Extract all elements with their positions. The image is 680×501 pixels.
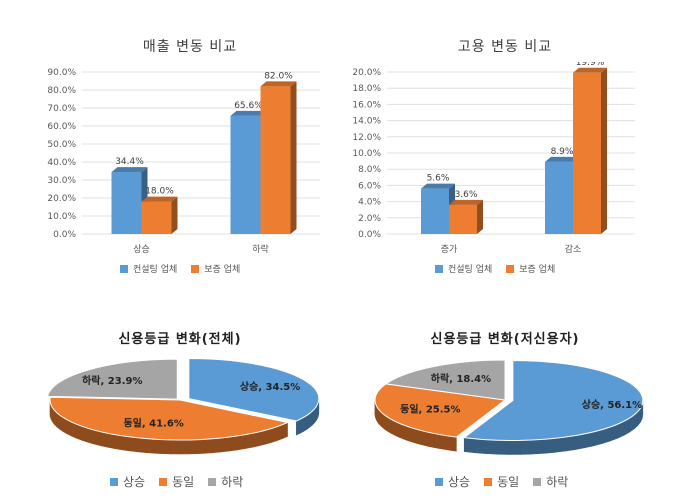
bar-0-1 [141,196,178,234]
x-tick-label: 상승 [133,244,150,255]
legend-swatch [120,264,128,273]
legend-item: 동일 [159,473,194,490]
legend-label: 보증 업체 [519,265,556,275]
legend-swatch [208,477,217,486]
y-tick-label: 50.0% [47,140,76,150]
credit-all-pie-panel: 신용등급 변화(전체) 상승, 34.5% 동일, 41.6% 하락, 23.9% … [20,318,340,498]
legend-label: 보증 업체 [204,265,241,275]
legend-item: 상승 [435,473,470,490]
legend-item: 보증 업체 [191,262,240,275]
legend-item: 동일 [484,473,519,490]
employment-chart-panel: 고용 변동 비교 0.0% 2.0% 4.0% 6.0% 8.0% 10.0% 12.0% 1… [335,30,655,280]
y-tick-label: 0.0% [358,230,381,240]
x-tick-label: 증가 [441,244,458,255]
y-tick-label: 2.0% [358,214,381,224]
legend-label: 하락 [221,475,244,489]
y-tick-label: 40.0% [47,158,76,168]
y-tick-label: 60.0% [47,122,76,132]
pie-slice-1 [374,383,507,438]
legend-label: 상승 [123,475,146,489]
legend-label: 동일 [172,475,195,489]
pie-slice-side [463,401,644,455]
bar-1-1 [260,81,297,235]
y-tick-label: 90.0% [47,68,76,78]
employment-bar-chart: 0.0% 2.0% 4.0% 6.0% 8.0% 10.0% 12.0% 14.0% 16.0%… [352,62,635,255]
bar-data-label: 19.9% [576,62,605,68]
legend-item: 보증 업체 [506,262,555,275]
legend-label: 컨설팅 업체 [133,265,178,275]
y-tick-label: 80.0% [47,86,76,96]
legend-item: 컨설팅 업체 [435,262,492,275]
legend-label: 하락 [546,475,569,489]
pie-data-label: 동일, 25.5% [400,402,460,415]
y-tick-label: 18.0% [352,84,381,94]
y-tick-label: 14.0% [352,117,381,127]
sales-chart-legend: 컨설팅 업체 보증 업체 [120,262,240,275]
pie-slice-1 [49,396,290,441]
bar-data-label: 34.4% [115,157,144,167]
y-tick-label: 10.0% [352,149,381,159]
credit-low-pie-legend: 상승 동일 하락 [435,473,568,490]
legend-swatch [533,477,542,486]
pie-slice-0 [462,359,644,441]
pie-data-label: 하락, 18.4% [431,372,491,385]
sales-chart-panel: 매출 변동 비교 0.0% 10.0% 20.0% 30.0% 40.0% 50.0% 60… [30,30,340,280]
credit-all-pie-chart: 상승, 34.5% 동일, 41.6% 하락, 23.9% [46,358,320,455]
pie-slice-0 [188,358,320,422]
pie-data-label: 하락, 23.9% [82,374,142,387]
credit-low-pie-chart: 상승, 56.1% 동일, 25.5% 하락, 18.4% [374,359,644,455]
pie-data-label: 상승, 34.5% [240,380,300,393]
bar-0-1 [449,199,483,234]
y-tick-label: 16.0% [352,100,381,110]
credit-low-pie-title: 신용등급 변화(저신용자) [430,332,580,347]
y-tick-label: 6.0% [358,181,381,191]
y-tick-label: 8.0% [358,165,381,175]
x-tick-label: 하락 [252,243,269,255]
legend-swatch [191,264,200,273]
y-tick-label: 30.0% [47,176,76,186]
pie-data-label: 동일, 41.6% [123,416,183,429]
bar-data-label: 65.6% [234,101,263,111]
y-tick-label: 4.0% [358,198,381,208]
pie-slice-2 [384,359,506,401]
bar-data-label: 8.9% [551,147,574,157]
bar-data-label: 18.0% [145,187,174,197]
legend-label: 동일 [497,475,520,489]
legend-item: 하락 [208,473,243,490]
sales-chart-title: 매출 변동 비교 [142,39,238,55]
employment-chart-title: 고용 변동 비교 [457,39,553,55]
bar-data-label: 5.6% [427,174,450,184]
y-tick-label: 0.0% [53,230,76,240]
legend-swatch [159,477,168,486]
legend-swatch [484,477,493,486]
pie-data-label: 상승, 56.1% [582,398,642,411]
legend-item: 하락 [533,473,568,490]
legend-swatch [506,264,515,273]
employment-chart-legend: 컨설팅 업체 보증 업체 [435,262,555,275]
legend-swatch [435,264,443,273]
pie-slice-2 [46,358,178,400]
credit-all-pie-legend: 상승 동일 하락 [110,473,243,490]
y-tick-label: 20.0% [352,68,381,78]
legend-item: 상승 [110,473,145,490]
bar-1-1 [573,67,607,234]
y-tick-label: 10.0% [47,212,76,222]
legend-swatch [435,477,443,486]
legend-label: 상승 [448,475,471,489]
credit-low-pie-panel: 신용등급 변화(저신용자) 상승, 56.1% 동일, 25.5% 하락, 18.4… [345,318,665,498]
bar-data-label: 82.0% [264,71,293,81]
credit-all-pie-title: 신용등급 변화(전체) [118,332,242,347]
pie-slice-side [296,398,320,436]
legend-swatch [110,477,118,486]
bar-data-label: 3.6% [455,190,478,200]
x-tick-label: 감소 [565,243,582,255]
legend-item: 컨설팅 업체 [120,262,177,275]
y-tick-label: 70.0% [47,104,76,114]
y-tick-label: 12.0% [352,133,381,143]
legend-label: 컨설팅 업체 [448,265,493,275]
sales-bar-chart: 0.0% 10.0% 20.0% 30.0% 40.0% 50.0% 60.0% 70.0% 8… [47,68,320,255]
y-tick-label: 20.0% [47,194,76,204]
